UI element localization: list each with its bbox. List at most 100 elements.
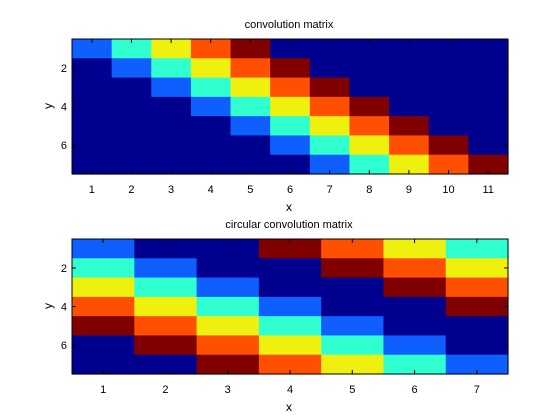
heatmap-cell xyxy=(309,116,351,137)
x-tick-label: 1 xyxy=(100,384,106,396)
y-tick-label: 2 xyxy=(61,263,67,275)
heatmap-cell xyxy=(389,77,430,98)
heatmap-cell xyxy=(72,335,135,356)
chart-title: convolution matrix xyxy=(245,19,334,31)
heatmap-cell xyxy=(445,239,509,259)
x-tick-label: 9 xyxy=(406,184,412,196)
heatmap-cell xyxy=(134,239,198,259)
heatmap-cell xyxy=(468,135,509,156)
heatmap-cell xyxy=(258,277,322,298)
heatmap-cell xyxy=(134,258,198,279)
heatmap-cell xyxy=(428,154,469,175)
heatmap-cell xyxy=(230,154,271,175)
heatmap-cell xyxy=(134,354,198,375)
y-axis-ticks: 2 4 6 xyxy=(61,63,508,152)
convolution-matrix-chart: convolution matrix 1 2 3 4 5 6 7 8 9 10 11 2 4 6 x y xyxy=(41,19,509,214)
x-tick-label: 8 xyxy=(366,184,372,196)
heatmap-cell xyxy=(196,296,260,317)
heatmap-cell xyxy=(270,154,311,175)
heatmap-cell xyxy=(190,135,232,156)
x-tick-label: 4 xyxy=(208,184,214,196)
heatmap-cell xyxy=(72,239,135,259)
x-tick-label: 7 xyxy=(327,184,333,196)
heatmap-cell xyxy=(258,296,322,317)
x-tick-label: 6 xyxy=(412,384,418,396)
heatmap-cell xyxy=(196,239,260,259)
heatmap-cell xyxy=(383,258,447,279)
x-tick-label: 4 xyxy=(287,384,293,396)
y-axis-label: y xyxy=(41,103,55,109)
heatmap-cell xyxy=(111,96,152,117)
heatmap-cells xyxy=(72,239,509,375)
heatmap-cell xyxy=(151,96,192,117)
heatmap-cell xyxy=(190,39,232,59)
heatmap-cell xyxy=(349,96,390,117)
heatmap-cell xyxy=(309,135,351,156)
y-axis-ticks: 2 4 6 xyxy=(61,263,508,352)
heatmap-cell xyxy=(428,135,469,156)
heatmap-cell xyxy=(309,39,351,59)
heatmap-cell xyxy=(389,39,430,59)
heatmap-cell xyxy=(321,354,385,375)
y-tick-label: 6 xyxy=(61,340,67,352)
heatmap-cell xyxy=(468,39,509,59)
heatmap-cell xyxy=(151,58,192,79)
heatmap-cell xyxy=(72,77,113,98)
heatmap-cell xyxy=(270,116,311,137)
heatmap-cell xyxy=(349,77,390,98)
heatmap-cell xyxy=(190,77,232,98)
heatmap-cell xyxy=(72,296,135,317)
heatmap-cell xyxy=(309,96,351,117)
heatmap-cell xyxy=(134,277,198,298)
heatmap-cell xyxy=(190,154,232,175)
heatmap-cell xyxy=(134,316,198,337)
heatmap-cell xyxy=(389,116,430,137)
heatmap-cell xyxy=(445,316,509,337)
heatmap-cell xyxy=(445,354,509,375)
heatmap-cell xyxy=(72,116,113,137)
heatmap-cell xyxy=(383,277,447,298)
heatmap-cell xyxy=(151,39,192,59)
heatmap-cell xyxy=(389,96,430,117)
heatmap-cell xyxy=(72,316,135,337)
heatmap-cell xyxy=(190,116,232,137)
heatmap-cell xyxy=(445,335,509,356)
x-tick-label: 7 xyxy=(474,384,480,396)
heatmap-cell xyxy=(428,58,469,79)
heatmap-cell xyxy=(445,258,509,279)
heatmap-cell xyxy=(190,58,232,79)
y-axis-label: y xyxy=(41,303,55,309)
heatmap-cell xyxy=(383,239,447,259)
x-tick-label: 10 xyxy=(442,184,454,196)
x-tick-label: 11 xyxy=(482,184,493,196)
heatmap-cell xyxy=(383,296,447,317)
heatmap-cell xyxy=(428,96,469,117)
heatmap-cell xyxy=(468,77,509,98)
x-axis-ticks: 1 2 3 4 5 6 7 xyxy=(100,239,480,396)
heatmap-cell xyxy=(428,116,469,137)
x-axis-label: x xyxy=(286,200,292,214)
heatmap-cell xyxy=(72,277,135,298)
heatmap-cell xyxy=(196,277,260,298)
heatmap-cell xyxy=(389,154,430,175)
heatmap-cell xyxy=(111,77,152,98)
x-tick-label: 5 xyxy=(247,184,253,196)
heatmap-cell xyxy=(111,39,152,59)
heatmap-cell xyxy=(383,316,447,337)
heatmap-cell xyxy=(270,77,311,98)
heatmap-cell xyxy=(468,58,509,79)
heatmap-cell xyxy=(270,58,311,79)
heatmap-cell xyxy=(270,39,311,59)
heatmap-cell xyxy=(258,258,322,279)
heatmap-cell xyxy=(72,39,113,59)
y-tick-label: 4 xyxy=(61,102,67,114)
heatmap-cell xyxy=(151,116,192,137)
heatmap-cell xyxy=(349,39,390,59)
heatmap-cell xyxy=(230,116,271,137)
heatmap-cell xyxy=(349,154,390,175)
heatmap-cell xyxy=(349,58,390,79)
heatmap-cell xyxy=(72,154,113,175)
heatmap-cell xyxy=(196,354,260,375)
heatmap-cell xyxy=(321,296,385,317)
